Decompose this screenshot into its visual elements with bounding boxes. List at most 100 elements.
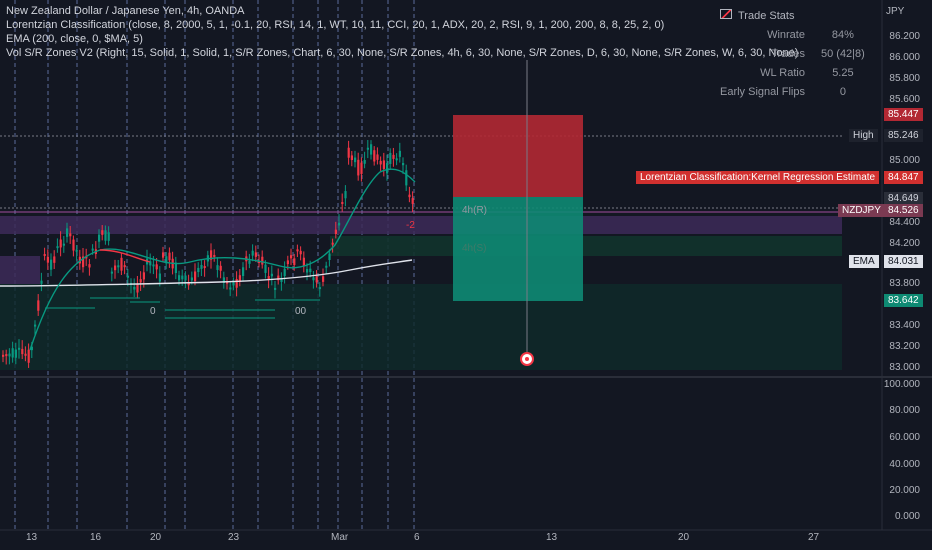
reward-box[interactable] — [453, 197, 583, 301]
candle-body — [382, 160, 385, 169]
candle-body — [75, 249, 78, 252]
candle-body — [62, 243, 65, 246]
candle-body — [40, 280, 43, 284]
candle-body — [296, 249, 299, 252]
legend-ema[interactable]: EMA (200, close, 0, $MA, 5) — [6, 33, 143, 45]
candle-body — [155, 264, 158, 270]
candle-body — [283, 268, 286, 277]
candle-body — [184, 275, 187, 281]
candle-body — [43, 253, 46, 256]
candle-body — [331, 242, 334, 245]
candle-body — [194, 271, 197, 282]
candle-body — [107, 232, 110, 241]
candle-body — [411, 198, 414, 204]
stats-value: 5.25 — [832, 66, 854, 79]
price-tick: 84.200 — [889, 238, 920, 249]
price-tick: 83.200 — [889, 341, 920, 352]
signal-label: 0 — [150, 306, 156, 317]
stats-icon — [720, 9, 732, 19]
candle-body — [158, 273, 161, 282]
candlestick-series — [2, 139, 414, 368]
candle-body — [242, 267, 245, 277]
candle-body — [50, 259, 53, 270]
candle-body — [139, 279, 142, 283]
candle-body — [152, 264, 155, 267]
price-tick: 85.000 — [889, 155, 920, 166]
time-tick: 6 — [414, 532, 420, 543]
candle-body — [405, 170, 408, 186]
entry-price-tag: 84.649 — [884, 192, 923, 205]
candle-body — [338, 222, 341, 226]
candle-body — [66, 228, 69, 237]
candle-body — [373, 150, 376, 162]
time-tick: 20 — [678, 532, 690, 543]
candle-body — [277, 275, 280, 281]
signal-label: -2 — [406, 220, 415, 231]
kernel-estimate-price: 84.847 — [884, 171, 923, 184]
candle-body — [392, 154, 395, 159]
candle-body — [133, 286, 136, 290]
candle-body — [110, 271, 113, 274]
risk-box[interactable] — [453, 115, 583, 197]
candle-body — [85, 256, 88, 259]
support-zone-label: 4h(S) — [462, 243, 487, 254]
candle-body — [21, 348, 24, 355]
candle-body — [136, 284, 139, 293]
candle-body — [123, 265, 126, 268]
candle-body — [216, 265, 219, 270]
candle-body — [395, 158, 398, 161]
candle-body — [37, 300, 40, 311]
candle-body — [366, 147, 369, 150]
price-tick: 84.400 — [889, 217, 920, 228]
candle-body — [334, 229, 337, 235]
resistance-zone-dark — [0, 256, 40, 284]
candle-body — [290, 255, 293, 259]
candle-body — [11, 348, 14, 358]
osc-tick: 0.000 — [894, 511, 920, 522]
candle-body — [5, 354, 8, 357]
symbol-tag: NZDJPY — [838, 204, 885, 217]
legend-lorentzian[interactable]: Lorentzian Classification (close, 8, 200… — [6, 19, 665, 31]
price-tick: 86.200 — [889, 31, 920, 42]
candle-body — [360, 162, 363, 174]
stats-label: WL Ratio — [760, 66, 805, 79]
legend-vol-sr[interactable]: Vol S/R Zones V2 (Right, 15, Solid, 1, S… — [6, 47, 799, 59]
legend-symbol[interactable]: New Zealand Dollar / Japanese Yen, 4h, O… — [6, 5, 245, 17]
candle-body — [354, 157, 357, 163]
candle-body — [322, 276, 325, 282]
candle-body — [34, 324, 37, 327]
time-tick: 20 — [150, 532, 162, 543]
candle-body — [347, 147, 350, 158]
support-zone-green — [330, 236, 842, 256]
price-tick: 85.800 — [889, 73, 920, 84]
stats-value: 0 — [839, 85, 846, 98]
candle-body — [306, 269, 309, 273]
support-zone-green-low — [0, 284, 842, 370]
target-marker-dot — [525, 357, 529, 361]
candle-body — [280, 277, 283, 282]
candle-body — [357, 159, 360, 176]
candle-body — [24, 353, 27, 356]
kernel-regression-line-bear — [99, 249, 151, 263]
candle-body — [226, 281, 229, 284]
candle-body — [149, 261, 152, 266]
signal-label: 00 — [295, 306, 307, 317]
trade-stats-title: Trade Stats — [712, 6, 873, 25]
ema-label-tag: EMA — [849, 255, 879, 268]
candle-body — [350, 155, 353, 160]
candle-body — [46, 256, 49, 263]
sr-segments — [45, 297, 320, 319]
candle-body — [219, 265, 222, 271]
stats-value: 50 (42|8) — [820, 47, 865, 60]
candle-body — [190, 277, 193, 281]
candle-body — [386, 163, 389, 174]
time-tick: 16 — [90, 532, 102, 543]
candle-body — [299, 250, 302, 255]
candle-body — [56, 246, 59, 249]
resistance-zone-label: 4h(R) — [462, 205, 488, 216]
stats-label: Winrate — [767, 28, 805, 41]
kernel-estimate-label: Lorentzian Classification:Kernel Regress… — [636, 171, 880, 184]
candle-body — [98, 234, 101, 242]
candle-body — [165, 256, 168, 264]
